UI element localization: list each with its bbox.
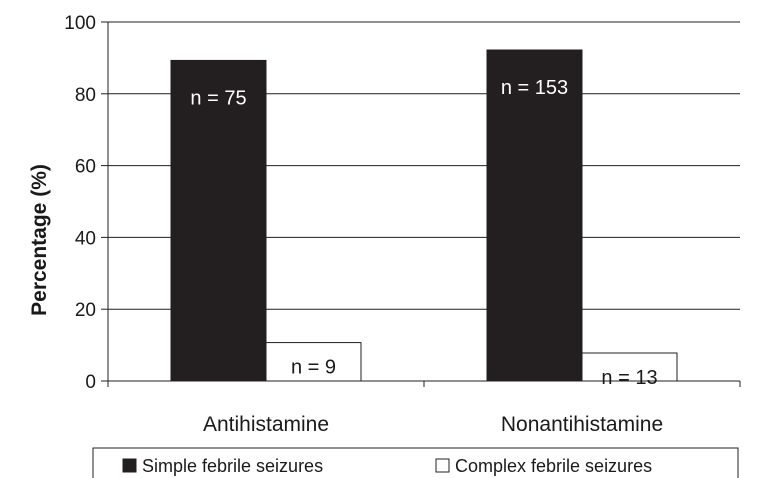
y-tick-label: 60: [75, 157, 96, 178]
data-label: n = 13: [601, 367, 657, 389]
data-label: n = 75: [190, 87, 246, 109]
legend: Simple febrile seizures Complex febrile s…: [92, 447, 739, 478]
y-tick-label: 40: [75, 228, 96, 249]
data-label: n = 9: [291, 357, 336, 379]
axes: [101, 21, 741, 387]
bar-simple: [486, 49, 583, 382]
bar-simple: [170, 59, 267, 382]
y-tick-label: 80: [75, 85, 96, 106]
legend-box: [92, 447, 739, 478]
legend-label: Simple febrile seizures: [142, 456, 323, 476]
bars: [170, 49, 678, 382]
data-labels: n = 75 n = 9 n = 153 n = 13: [190, 77, 657, 389]
legend-swatch: [122, 458, 137, 473]
legend-swatch: [435, 458, 450, 473]
y-axis-label: Percentage (%): [28, 164, 51, 316]
y-tick-label: 100: [64, 13, 96, 34]
category-label: Antihistamine: [203, 413, 329, 436]
y-tick-labels: 0 20 40 60 80 100: [64, 13, 96, 393]
bar-complex: [581, 352, 678, 382]
y-tick-label: 0: [85, 372, 96, 393]
y-tick-label: 20: [75, 300, 96, 321]
data-label: n = 153: [501, 77, 568, 99]
category-label: Nonantihistamine: [501, 413, 663, 436]
legend-label: Complex febrile seizures: [455, 456, 652, 476]
category-labels: Antihistamine Nonantihistamine: [203, 413, 663, 436]
